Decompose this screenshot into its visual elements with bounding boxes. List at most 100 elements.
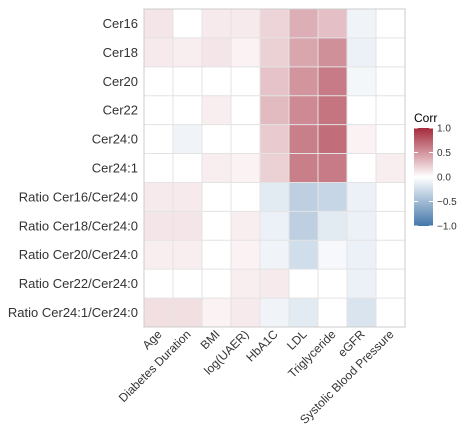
- heatmap-cell: [231, 240, 260, 270]
- row-label: Ratio Cer18/Cer24:0: [19, 218, 138, 233]
- heatmap-cell: [202, 182, 231, 212]
- heatmap-cell: [347, 9, 376, 38]
- heatmap-cell: [144, 95, 173, 125]
- heatmap-cell: [173, 9, 202, 38]
- row-label: Cer24:0: [92, 132, 138, 147]
- column-label: BMI: [198, 327, 223, 352]
- heatmap-cell: [318, 95, 347, 125]
- heatmap-cell: [260, 240, 289, 270]
- heatmap-cell: [289, 37, 318, 67]
- heatmap-cell: [289, 9, 318, 38]
- heatmap-cell: [173, 95, 202, 125]
- heatmap-cell: [144, 182, 173, 212]
- heatmap-cell: [318, 240, 347, 270]
- heatmap-cell: [144, 66, 173, 96]
- heatmap-cell: [260, 95, 289, 125]
- heatmap-cell: [289, 240, 318, 270]
- heatmap-cell: [347, 182, 376, 212]
- heatmap-cell: [144, 9, 173, 38]
- heatmap-cell: [231, 95, 260, 125]
- heatmap-cell: [289, 211, 318, 241]
- legend-tick-label: 1.0: [437, 124, 451, 135]
- heatmap-cell: [289, 153, 318, 183]
- heatmap-cell: [144, 37, 173, 67]
- heatmap-cell: [260, 153, 289, 183]
- row-label: Cer20: [103, 74, 138, 89]
- heatmap-cell: [231, 124, 260, 154]
- heatmap-cell: [173, 211, 202, 241]
- heatmap-cell: [376, 9, 405, 38]
- heatmap-cell: [347, 269, 376, 299]
- heatmap-cell: [347, 298, 376, 327]
- heatmap-cell: [376, 211, 405, 241]
- column-label: HbA1C: [243, 327, 280, 364]
- heatmap-cell: [260, 9, 289, 38]
- heatmap-cell: [202, 9, 231, 38]
- heatmap-cell: [202, 66, 231, 96]
- heatmap-cell: [318, 182, 347, 212]
- heatmap-cell: [347, 124, 376, 154]
- row-label: Cer22: [103, 103, 138, 118]
- heatmap-cell: [231, 66, 260, 96]
- heatmap-cell: [260, 211, 289, 241]
- heatmap-cell: [289, 124, 318, 154]
- heatmap-cell: [231, 182, 260, 212]
- heatmap-cell: [202, 153, 231, 183]
- heatmap-cell: [202, 95, 231, 125]
- heatmap-cell: [202, 240, 231, 270]
- heatmap-cell: [318, 66, 347, 96]
- heatmap-cell: [144, 298, 173, 327]
- legend-ticks: 1.0 0.5 0.0 −0.5 −1.0: [414, 124, 457, 233]
- heatmap-cell: [347, 37, 376, 67]
- heatmap-cell: [376, 298, 405, 327]
- heatmap-cell: [376, 95, 405, 125]
- heatmap-cell: [289, 269, 318, 299]
- heatmap-cell: [173, 240, 202, 270]
- heatmap-cell: [202, 298, 231, 327]
- heatmap-grid: [143, 8, 406, 328]
- heatmap-cell: [289, 298, 318, 327]
- heatmap-cell: [260, 124, 289, 154]
- heatmap-cell: [318, 124, 347, 154]
- legend-tick-label: 0.0: [437, 173, 451, 184]
- heatmap-cell: [376, 66, 405, 96]
- heatmap-cell: [260, 66, 289, 96]
- column-label: Age: [140, 327, 165, 352]
- heatmap-cell: [231, 269, 260, 299]
- plot-border: [143, 8, 406, 328]
- heatmap-cell: [260, 269, 289, 299]
- heatmap-cell: [202, 211, 231, 241]
- heatmap-cell: [231, 37, 260, 67]
- heatmap-cells: [144, 9, 405, 327]
- row-label: Cer16: [103, 16, 138, 31]
- heatmap-cell: [376, 153, 405, 183]
- heatmap-cell: [173, 124, 202, 154]
- heatmap-cell: [144, 153, 173, 183]
- heatmap-cell: [289, 182, 318, 212]
- heatmap-cell: [231, 211, 260, 241]
- row-label: Ratio Cer22/Cer24:0: [19, 276, 138, 291]
- heatmap-cell: [260, 182, 289, 212]
- heatmap-cell: [202, 124, 231, 154]
- heatmap-cell: [289, 95, 318, 125]
- heatmap-cell: [347, 95, 376, 125]
- heatmap-cell: [231, 298, 260, 327]
- heatmap-cell: [318, 298, 347, 327]
- heatmap-cell: [376, 37, 405, 67]
- heatmap-cell: [376, 182, 405, 212]
- heatmap-cell: [260, 298, 289, 327]
- heatmap-cell: [376, 240, 405, 270]
- heatmap-cell: [318, 211, 347, 241]
- heatmap-cell: [173, 182, 202, 212]
- heatmap-cell: [318, 153, 347, 183]
- heatmap-cell: [144, 211, 173, 241]
- heatmap-cell: [173, 269, 202, 299]
- heatmap-cell: [144, 269, 173, 299]
- row-label: Cer24:1: [92, 161, 138, 176]
- heatmap-cell: [347, 211, 376, 241]
- heatmap-cell: [347, 153, 376, 183]
- legend-colorbar: [414, 128, 433, 226]
- heatmap-cell: [347, 240, 376, 270]
